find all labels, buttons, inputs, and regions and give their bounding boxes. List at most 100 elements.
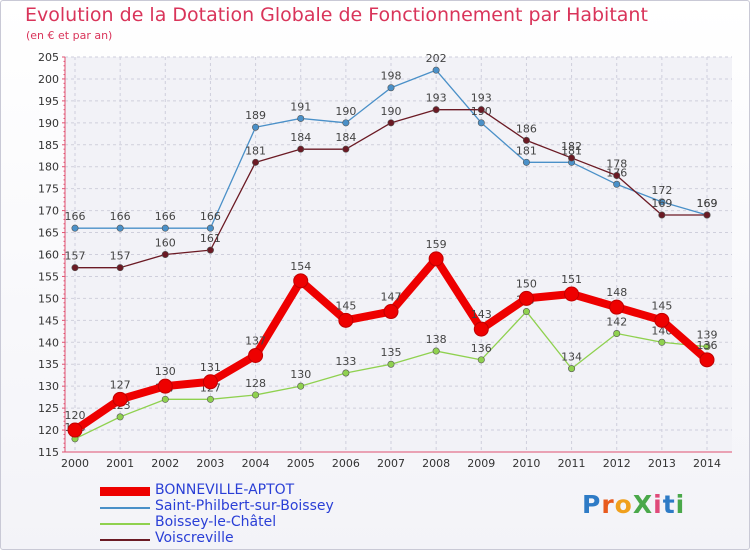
x-tick-label: 2002: [151, 457, 179, 470]
y-tick-label: 140: [38, 336, 59, 349]
data-point: [522, 158, 530, 166]
data-point: [387, 119, 395, 127]
data-label: 134: [561, 351, 582, 364]
y-tick-label: 200: [38, 73, 59, 86]
data-label: 198: [381, 70, 402, 83]
data-point: [522, 136, 530, 144]
y-tick-label: 190: [38, 117, 59, 130]
x-tick-label: 2005: [287, 457, 315, 470]
data-label: 136: [471, 342, 492, 355]
data-point: [383, 304, 399, 320]
data-point: [477, 119, 485, 127]
chart-title: Evolution de la Dotation Globale de Fonc…: [25, 4, 648, 26]
data-label: 135: [381, 346, 402, 359]
data-label: 130: [290, 368, 311, 381]
data-label: 166: [200, 210, 221, 223]
data-label: 133: [335, 355, 356, 368]
legend-swatch: [100, 507, 150, 509]
legend-label: Boissey-le-Châtel: [155, 514, 277, 530]
legend-swatch: [100, 523, 150, 525]
logo-letter: P: [582, 490, 602, 519]
y-tick-label: 125: [38, 402, 59, 415]
data-point: [477, 356, 485, 364]
x-tick-label: 2001: [106, 457, 134, 470]
data-label: 184: [335, 131, 356, 144]
data-point: [157, 378, 173, 394]
data-point: [71, 264, 79, 272]
data-label: 193: [471, 92, 492, 105]
data-point: [112, 391, 128, 407]
y-tick-label: 135: [38, 358, 59, 371]
logo-letter: i: [675, 490, 686, 519]
data-label: 143: [471, 308, 492, 321]
chart-subtitle: (en € et par an): [26, 29, 113, 42]
data-point: [116, 413, 124, 421]
logo-letter: X: [632, 490, 654, 519]
legend-label: Saint-Philbert-sur-Boissey: [155, 498, 334, 514]
data-label: 157: [110, 250, 131, 263]
data-point: [613, 329, 621, 337]
data-label: 172: [651, 184, 672, 197]
proxiti-logo: ProXiti: [582, 490, 685, 519]
data-label: 186: [516, 122, 537, 135]
x-tick-label: 2013: [648, 457, 676, 470]
x-tick-label: 2006: [332, 457, 360, 470]
data-point: [613, 180, 621, 188]
y-tick-label: 165: [38, 227, 59, 240]
data-point: [252, 123, 260, 131]
y-tick-label: 180: [38, 161, 59, 174]
data-point: [658, 198, 666, 206]
logo-letter: i: [653, 490, 663, 519]
data-point: [432, 106, 440, 114]
data-point: [161, 251, 169, 259]
y-tick-label: 195: [38, 95, 59, 108]
data-point: [71, 224, 79, 232]
x-tick-label: 2010: [512, 457, 540, 470]
y-tick-label: 150: [38, 292, 59, 305]
data-label: 169: [697, 197, 718, 210]
data-point: [432, 347, 440, 355]
y-tick-label: 170: [38, 205, 59, 218]
y-tick-label: 155: [38, 270, 59, 283]
data-label: 145: [335, 299, 356, 312]
data-label: 181: [561, 144, 582, 157]
data-label: 182: [561, 140, 582, 153]
data-label: 120: [65, 409, 86, 422]
legend-swatch: [100, 539, 150, 541]
data-point: [342, 369, 350, 377]
data-label: 190: [381, 105, 402, 118]
data-point: [252, 391, 260, 399]
logo-letter: o: [614, 490, 633, 519]
data-point: [116, 224, 124, 232]
data-label: 191: [290, 100, 311, 113]
legend-label: BONNEVILLE-APTOT: [155, 482, 295, 498]
data-point: [568, 365, 576, 373]
data-label: 161: [200, 232, 221, 245]
data-point: [473, 321, 489, 337]
data-label: 181: [245, 144, 266, 157]
x-tick-label: 2008: [422, 457, 450, 470]
data-point: [703, 343, 711, 351]
data-label: 184: [290, 131, 311, 144]
data-point: [432, 66, 440, 74]
data-point: [161, 395, 169, 403]
data-label: 169: [651, 197, 672, 210]
y-tick-label: 145: [38, 314, 59, 327]
data-label: 148: [606, 286, 627, 299]
x-tick-label: 2004: [242, 457, 270, 470]
data-label: 137: [245, 334, 266, 347]
data-label: 193: [426, 92, 447, 105]
data-label: 127: [110, 378, 131, 391]
data-label: 202: [426, 52, 447, 65]
data-label: 142: [606, 316, 627, 329]
data-point: [342, 145, 350, 153]
data-point: [568, 154, 576, 162]
data-label: 150: [516, 277, 537, 290]
y-tick-label: 115: [38, 446, 59, 459]
data-point: [202, 374, 218, 390]
data-point: [658, 338, 666, 346]
x-tick-label: 2000: [61, 457, 89, 470]
data-label: 128: [245, 377, 266, 390]
data-label: 166: [110, 210, 131, 223]
x-tick-label: 2014: [693, 457, 721, 470]
